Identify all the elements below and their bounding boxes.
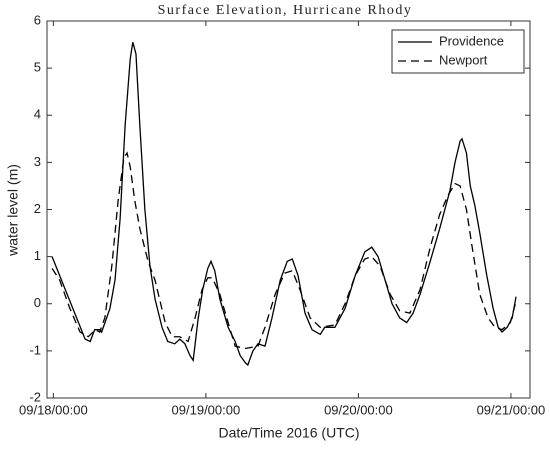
- y-axis-label: water level (m): [5, 164, 21, 257]
- y-tick-label: 3: [34, 154, 41, 169]
- series-line: [51, 42, 517, 367]
- plot-frame: [46, 20, 531, 399]
- y-tick-label: -1: [29, 342, 41, 357]
- x-tick-label: 09/21/00:00: [477, 402, 546, 417]
- legend-box: [391, 29, 525, 74]
- x-tick-label: 09/20/00:00: [324, 402, 393, 417]
- y-tick-label: -2: [29, 389, 41, 404]
- x-tick-label: 09/19/00:00: [172, 402, 241, 417]
- legend-label: Providence: [439, 33, 504, 48]
- y-tick-label: 0: [34, 295, 41, 310]
- series-line: [51, 151, 517, 350]
- chart-title: Surface Elevation, Hurricane Rhody: [158, 3, 413, 18]
- y-tick-label: 5: [34, 60, 41, 75]
- x-axis-label: Date/Time 2016 (UTC): [218, 425, 359, 441]
- y-tick-label: 2: [34, 201, 41, 216]
- y-tick-label: 4: [34, 107, 41, 122]
- y-tick-label: 1: [34, 248, 41, 263]
- y-tick-label: 6: [34, 12, 41, 27]
- legend-label: Newport: [439, 52, 488, 67]
- x-tick-label: 09/18/00:00: [19, 402, 88, 417]
